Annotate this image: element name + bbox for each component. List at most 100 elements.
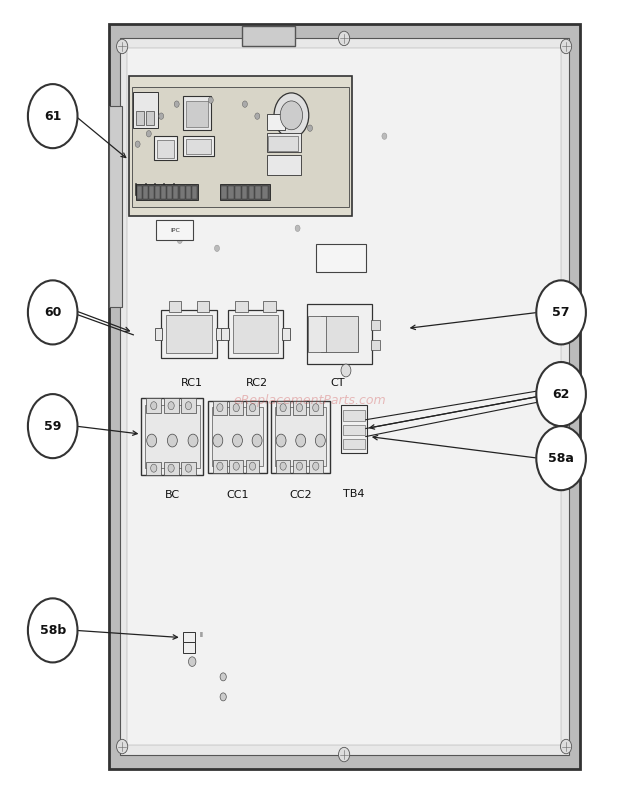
Circle shape	[312, 404, 319, 412]
Circle shape	[560, 39, 572, 54]
Circle shape	[217, 462, 223, 470]
FancyBboxPatch shape	[183, 632, 195, 642]
Text: BC: BC	[165, 490, 180, 500]
FancyBboxPatch shape	[192, 186, 197, 199]
FancyBboxPatch shape	[221, 328, 229, 340]
Text: 61: 61	[44, 110, 61, 123]
FancyBboxPatch shape	[141, 398, 203, 474]
FancyBboxPatch shape	[220, 184, 270, 200]
FancyBboxPatch shape	[228, 186, 234, 199]
FancyBboxPatch shape	[371, 340, 379, 350]
Circle shape	[217, 404, 223, 412]
FancyBboxPatch shape	[161, 186, 166, 199]
FancyBboxPatch shape	[180, 186, 185, 199]
FancyBboxPatch shape	[108, 106, 122, 307]
Circle shape	[312, 462, 319, 470]
FancyBboxPatch shape	[132, 87, 349, 207]
FancyBboxPatch shape	[183, 136, 214, 156]
FancyBboxPatch shape	[120, 38, 569, 755]
Circle shape	[208, 97, 213, 103]
FancyBboxPatch shape	[263, 301, 275, 312]
Circle shape	[274, 93, 309, 138]
FancyBboxPatch shape	[208, 400, 267, 473]
Text: 57: 57	[552, 306, 570, 319]
FancyBboxPatch shape	[309, 316, 326, 352]
Circle shape	[536, 280, 586, 344]
Circle shape	[28, 394, 78, 458]
Circle shape	[28, 280, 78, 344]
FancyBboxPatch shape	[242, 26, 294, 46]
Circle shape	[276, 434, 286, 447]
FancyBboxPatch shape	[155, 186, 160, 199]
Circle shape	[255, 113, 260, 119]
FancyBboxPatch shape	[136, 111, 144, 125]
Circle shape	[151, 464, 157, 472]
Circle shape	[233, 462, 239, 470]
Circle shape	[296, 404, 303, 412]
FancyBboxPatch shape	[272, 400, 330, 473]
Circle shape	[117, 739, 128, 754]
Circle shape	[188, 657, 196, 666]
FancyBboxPatch shape	[343, 425, 365, 435]
FancyBboxPatch shape	[185, 186, 190, 199]
FancyBboxPatch shape	[308, 304, 372, 364]
Text: 58a: 58a	[548, 452, 574, 465]
Circle shape	[339, 747, 350, 762]
Circle shape	[249, 462, 255, 470]
FancyBboxPatch shape	[146, 461, 161, 474]
Circle shape	[185, 464, 192, 472]
Circle shape	[146, 131, 151, 137]
Circle shape	[174, 101, 179, 107]
FancyBboxPatch shape	[149, 186, 154, 199]
Circle shape	[167, 434, 177, 447]
Circle shape	[177, 237, 182, 244]
FancyBboxPatch shape	[169, 301, 181, 312]
FancyBboxPatch shape	[137, 186, 142, 199]
Circle shape	[28, 84, 78, 148]
Circle shape	[536, 426, 586, 490]
FancyBboxPatch shape	[213, 460, 227, 473]
FancyBboxPatch shape	[161, 310, 217, 358]
FancyBboxPatch shape	[276, 460, 290, 473]
FancyBboxPatch shape	[145, 405, 200, 468]
Circle shape	[536, 362, 586, 426]
FancyBboxPatch shape	[249, 186, 254, 199]
Circle shape	[249, 404, 255, 412]
FancyBboxPatch shape	[146, 398, 161, 413]
FancyBboxPatch shape	[371, 320, 379, 330]
FancyBboxPatch shape	[213, 400, 227, 415]
FancyBboxPatch shape	[167, 186, 172, 199]
FancyBboxPatch shape	[164, 461, 179, 474]
FancyBboxPatch shape	[232, 315, 278, 353]
Circle shape	[168, 464, 174, 472]
Circle shape	[382, 133, 387, 139]
Circle shape	[280, 462, 286, 470]
FancyBboxPatch shape	[181, 398, 196, 413]
FancyBboxPatch shape	[228, 310, 283, 358]
FancyBboxPatch shape	[309, 400, 322, 415]
Text: eReplacementParts.com: eReplacementParts.com	[234, 394, 386, 407]
FancyBboxPatch shape	[242, 186, 247, 199]
FancyBboxPatch shape	[316, 244, 366, 272]
Text: TB4: TB4	[343, 489, 364, 498]
FancyBboxPatch shape	[197, 301, 209, 312]
Circle shape	[147, 434, 157, 447]
FancyBboxPatch shape	[181, 461, 196, 474]
FancyBboxPatch shape	[246, 400, 259, 415]
FancyBboxPatch shape	[183, 642, 195, 653]
FancyBboxPatch shape	[246, 460, 259, 473]
FancyBboxPatch shape	[262, 186, 268, 199]
Circle shape	[168, 401, 174, 409]
FancyBboxPatch shape	[143, 186, 148, 199]
FancyBboxPatch shape	[133, 92, 158, 128]
FancyBboxPatch shape	[268, 136, 298, 151]
Circle shape	[242, 101, 247, 107]
FancyBboxPatch shape	[293, 400, 306, 415]
FancyBboxPatch shape	[275, 407, 326, 466]
FancyBboxPatch shape	[136, 184, 198, 200]
Text: II: II	[200, 632, 203, 638]
FancyBboxPatch shape	[282, 328, 290, 340]
FancyBboxPatch shape	[321, 316, 358, 352]
Circle shape	[135, 141, 140, 147]
FancyBboxPatch shape	[156, 220, 193, 240]
